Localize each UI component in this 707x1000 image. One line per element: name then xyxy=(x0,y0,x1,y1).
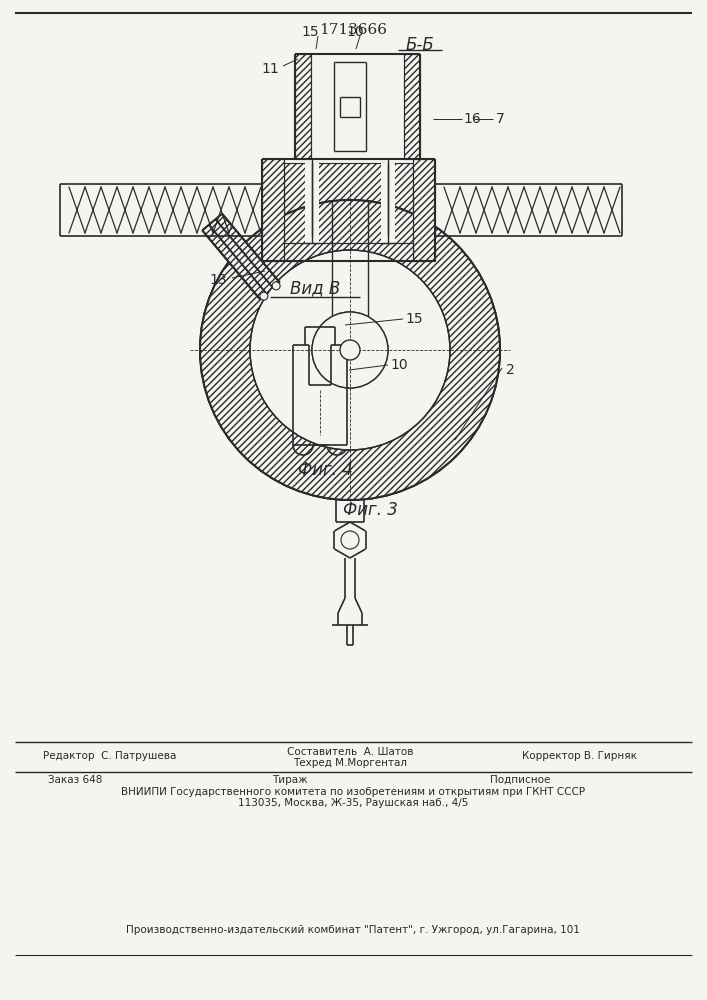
Text: Б-Б: Б-Б xyxy=(406,36,434,54)
Circle shape xyxy=(312,312,388,388)
Text: 7: 7 xyxy=(496,112,504,126)
Text: Заказ 648: Заказ 648 xyxy=(48,775,103,785)
Text: 1713666: 1713666 xyxy=(319,23,387,37)
Text: 16: 16 xyxy=(463,112,481,126)
Circle shape xyxy=(272,282,280,290)
Text: 13: 13 xyxy=(209,273,227,287)
Circle shape xyxy=(200,200,500,500)
Text: 11: 11 xyxy=(261,62,279,76)
Circle shape xyxy=(250,250,450,450)
Text: Тираж: Тираж xyxy=(272,775,308,785)
Text: Фиг. 4: Фиг. 4 xyxy=(298,461,352,479)
Text: 10: 10 xyxy=(346,25,364,39)
Circle shape xyxy=(341,531,359,549)
Text: Техред М.Моргентал: Техред М.Моргентал xyxy=(293,758,407,768)
Text: 113035, Москва, Ж-35, Раушская наб., 4/5: 113035, Москва, Ж-35, Раушская наб., 4/5 xyxy=(238,798,468,808)
Text: Корректор В. Гирняк: Корректор В. Гирняк xyxy=(522,751,638,761)
Text: 2: 2 xyxy=(506,363,515,377)
Bar xyxy=(284,163,413,243)
Circle shape xyxy=(312,312,388,388)
Circle shape xyxy=(200,200,500,500)
Text: Составитель  А. Шатов: Составитель А. Шатов xyxy=(287,747,414,757)
Bar xyxy=(284,243,413,261)
Text: 15: 15 xyxy=(405,312,423,326)
Text: Подписное: Подписное xyxy=(490,775,550,785)
Bar xyxy=(381,163,395,243)
Circle shape xyxy=(340,340,360,360)
Text: Вид В: Вид В xyxy=(290,279,340,297)
Bar xyxy=(262,159,284,261)
Text: Производственно-издательский комбинат "Патент", г. Ужгород, ул.Гагарина, 101: Производственно-издательский комбинат "П… xyxy=(126,925,580,935)
Bar xyxy=(295,54,311,159)
Text: 15: 15 xyxy=(301,25,319,39)
Bar xyxy=(404,54,420,159)
Circle shape xyxy=(260,292,268,300)
Text: Фиг. 3: Фиг. 3 xyxy=(343,501,397,519)
Text: 10: 10 xyxy=(390,358,408,372)
Text: Редактор  С. Патрушева: Редактор С. Патрушева xyxy=(43,751,177,761)
Text: ВНИИПИ Государственного комитета по изобретениям и открытиям при ГКНТ СССР: ВНИИПИ Государственного комитета по изоб… xyxy=(121,787,585,797)
Bar xyxy=(305,163,319,243)
Polygon shape xyxy=(202,214,280,299)
Bar xyxy=(413,159,435,261)
